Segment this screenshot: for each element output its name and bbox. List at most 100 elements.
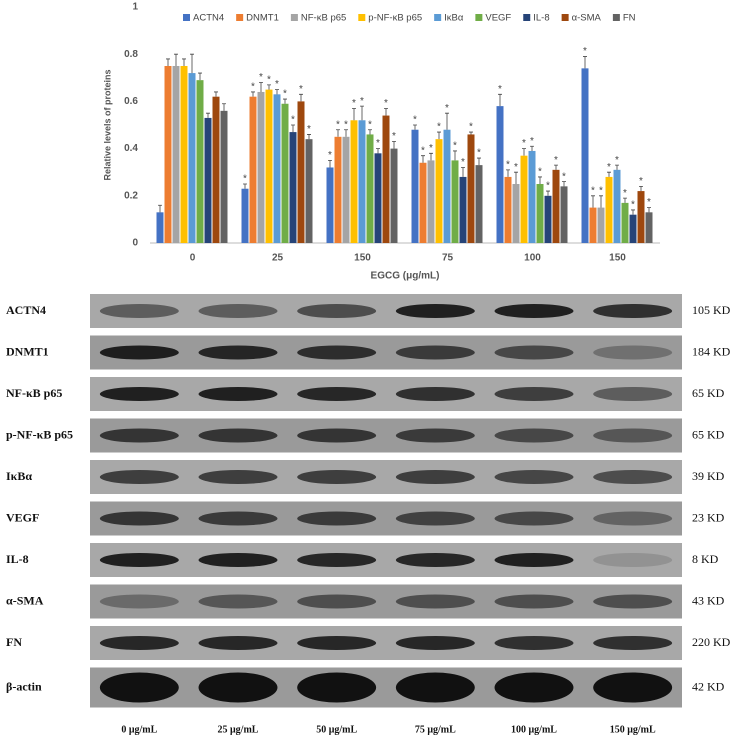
bar: [581, 68, 589, 243]
error-bar: [514, 171, 518, 184]
blot-panel: [90, 584, 682, 619]
significance-marker: *: [615, 155, 619, 166]
blot-lane-label: 75 μg/mL: [415, 724, 456, 735]
bar: [427, 160, 435, 243]
bar: [512, 184, 520, 243]
significance-marker: *: [437, 122, 441, 133]
error-bar: [623, 197, 627, 203]
blot-band: [198, 594, 278, 609]
bar: [613, 169, 621, 243]
blot-size-label: 220 KD: [692, 635, 731, 649]
error-bar: [360, 105, 364, 121]
error-bar: [607, 171, 611, 177]
bar: [475, 165, 483, 243]
error-bar: [506, 169, 510, 177]
x-tick-label: 0: [190, 253, 196, 264]
significance-marker: *: [251, 82, 255, 93]
error-bar: [259, 82, 263, 92]
blot-band: [198, 428, 278, 443]
blot-panel: [90, 501, 682, 536]
error-bar: [222, 103, 226, 111]
blot-band: [395, 304, 475, 318]
significance-marker: *: [259, 72, 263, 83]
y-tick-label: 0.8: [124, 49, 138, 60]
blot-row-label: β-actin: [6, 679, 42, 693]
blot-size-label: 65 KD: [692, 427, 725, 441]
y-tick-label: 0: [132, 238, 138, 249]
blot-row-label: α-SMA: [6, 593, 44, 607]
blot-band: [198, 470, 278, 484]
blot-band: [198, 511, 278, 526]
legend-swatch: [561, 14, 569, 21]
significance-marker: *: [384, 98, 388, 109]
bar: [172, 66, 180, 243]
y-tick-label: 0.4: [124, 143, 138, 154]
error-bar: [251, 91, 255, 97]
significance-marker: *: [530, 136, 534, 147]
error-bar: [267, 84, 271, 90]
significance-marker: *: [522, 138, 526, 149]
error-bar: [275, 89, 279, 95]
bar: [342, 136, 350, 243]
significance-marker: *: [453, 141, 457, 152]
blot-band: [494, 304, 574, 318]
bar: [297, 101, 305, 244]
blot-panel: [90, 335, 682, 370]
blot-lane-label: 25 μg/mL: [218, 724, 259, 735]
error-bar: [546, 190, 550, 196]
blot-band: [198, 387, 278, 401]
error-bar: [384, 108, 388, 116]
blot-band: [593, 470, 673, 484]
blot-band: [494, 345, 574, 360]
significance-marker: *: [639, 176, 643, 187]
y-tick-label: 1: [132, 2, 138, 13]
blot-band: [593, 511, 673, 526]
blot-lane-label: 50 μg/mL: [316, 724, 357, 735]
y-tick-label: 0.6: [124, 96, 138, 107]
y-tick-label: 0.2: [124, 190, 138, 201]
significance-marker: *: [583, 46, 587, 57]
bar: [419, 162, 427, 243]
significance-marker: *: [607, 162, 611, 173]
bar: [350, 120, 358, 243]
error-bar: [615, 164, 619, 170]
bar: [629, 214, 637, 243]
blot-band: [593, 594, 673, 609]
error-bar: [583, 56, 587, 69]
bar: [204, 117, 212, 243]
legend-swatch: [183, 14, 190, 21]
significance-marker: *: [599, 185, 603, 196]
bar: [273, 94, 281, 243]
error-bar: [243, 183, 247, 189]
blot-panel: [90, 667, 682, 708]
error-bar: [368, 129, 372, 135]
blot-band: [99, 511, 179, 526]
legend-label: p-NF-κB p65: [368, 13, 422, 24]
error-bar: [206, 112, 210, 118]
error-bar: [429, 152, 433, 161]
blot-band: [198, 304, 278, 318]
blot-band: [99, 387, 179, 401]
blot-size-label: 105 KD: [692, 303, 731, 317]
significance-marker: *: [546, 181, 550, 192]
blot-band: [395, 511, 475, 526]
significance-marker: *: [477, 148, 481, 159]
blot-size-label: 39 KD: [692, 469, 725, 483]
blot-panel: [90, 294, 682, 328]
error-bar: [182, 58, 186, 66]
bar: [241, 188, 249, 243]
blot-row-label: IκBα: [6, 469, 32, 483]
blot-band: [198, 345, 278, 360]
blot-band: [198, 553, 278, 567]
blot-band: [494, 428, 574, 443]
error-bar: [198, 72, 202, 81]
significance-marker: *: [344, 119, 348, 130]
blot-lane-label: 150 μg/mL: [610, 724, 656, 735]
significance-marker: *: [445, 103, 449, 114]
bar: [637, 191, 645, 243]
significance-marker: *: [647, 197, 651, 208]
blot-band: [297, 511, 377, 526]
blot-panel: [90, 418, 682, 453]
error-bar: [299, 93, 303, 102]
